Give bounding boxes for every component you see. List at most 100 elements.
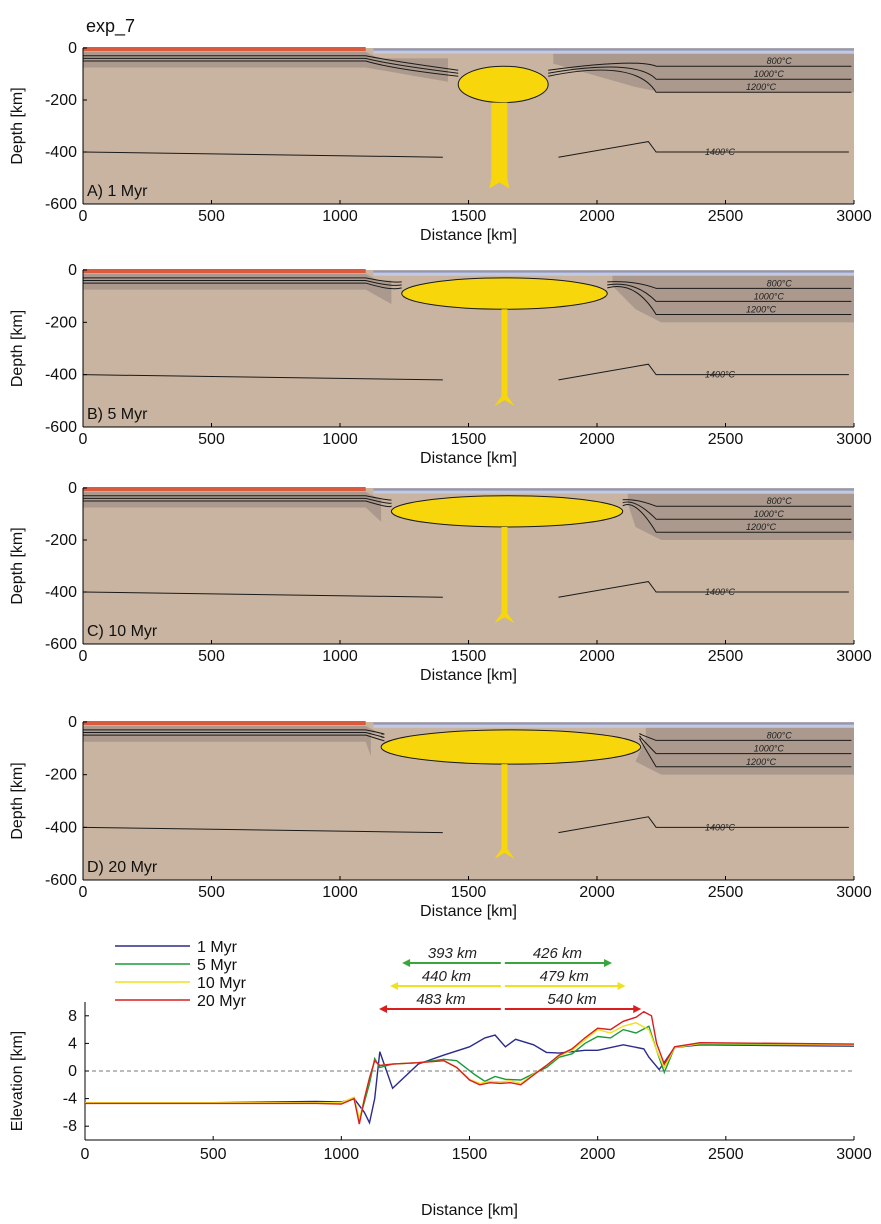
panel-label-1: A) 1 Myr: [87, 183, 148, 200]
isotherm-2: [83, 732, 852, 755]
y-tick-label-1: -200: [45, 92, 77, 109]
isotherm-label-4: 1400°C: [705, 822, 736, 832]
x-tick-label-6: 3000: [836, 208, 872, 225]
isotherm-label-2: 1000°C: [754, 744, 785, 754]
isotherm-3: [83, 734, 852, 768]
oceanic-crust: [373, 488, 854, 491]
series-line-4: [85, 1010, 855, 1125]
elev-x-tick-label-3: 1500: [452, 1146, 488, 1163]
plume-head: [391, 495, 623, 527]
arrow-label-right-2: 479 km: [540, 968, 589, 985]
y-tick-label-2: -400: [45, 819, 77, 836]
x-tick-label-1: 500: [198, 431, 225, 448]
depth-panel-1: 800°C 1000°C 1200°C 1400°C A) 1 Myr 0 500 1000 1…: [9, 40, 872, 244]
isotherm-label-1: 800°C: [767, 730, 793, 740]
depth-panels: 800°C 1000°C 1200°C 1400°C A) 1 Myr 0 500 1000 1…: [9, 40, 872, 920]
x-tick-label-3: 1500: [451, 648, 487, 665]
x-tick-label-5: 2500: [708, 648, 744, 665]
arrow-label-left-2: 440 km: [422, 968, 471, 985]
y-tick-label-0: 0: [68, 714, 77, 731]
isotherm-2: [83, 57, 852, 80]
oceanic-crust: [373, 722, 854, 725]
plume-head-outline: [380, 729, 642, 765]
x-tick-label-2: 1000: [322, 431, 358, 448]
elev-y-tick-label-0: 8: [68, 1008, 77, 1025]
y-axis-label: Depth [km]: [9, 87, 26, 164]
x-tick-label-5: 2500: [708, 208, 744, 225]
elev-x-tick-label-6: 3000: [836, 1146, 872, 1163]
legend-label-3: 10 Myr: [197, 975, 247, 992]
x-tick-label-3: 1500: [451, 884, 487, 901]
y-tick-label-1: -200: [45, 532, 77, 549]
x-tick-label-1: 500: [198, 884, 225, 901]
isotherm-1: [83, 729, 852, 741]
x-tick-label-4: 2000: [579, 648, 615, 665]
legend-label-1: 1 Myr: [197, 939, 238, 956]
legend-label-2: 5 Myr: [197, 957, 238, 974]
x-tick-label-6: 3000: [836, 648, 872, 665]
lithosphere-west: [83, 491, 382, 522]
x-tick-label-3: 1500: [451, 431, 487, 448]
isotherm-label-1: 800°C: [767, 496, 793, 506]
panel-label-2: B) 5 Myr: [87, 406, 148, 423]
x-tick-label-5: 2500: [708, 884, 744, 901]
plume-tail: [494, 527, 515, 624]
x-tick-label-2: 1000: [322, 648, 358, 665]
oceanic-crust-light: [373, 48, 854, 54]
sediment-layer: [83, 487, 366, 491]
y-tick-label-0: 0: [68, 40, 77, 57]
lithosphere-west: [83, 273, 392, 305]
x-tick-label-0: 0: [79, 208, 88, 225]
plume-head-outline: [401, 277, 608, 310]
isotherm-3: [83, 60, 852, 93]
lithosphere-west: [83, 51, 448, 82]
x-tick-label-3: 1500: [451, 208, 487, 225]
elev-y-tick-label-3: -4: [63, 1091, 77, 1108]
y-tick-label-2: -400: [45, 367, 77, 384]
y-tick-label-0: 0: [68, 262, 77, 279]
isotherm-2: [83, 497, 852, 520]
isotherm-label-4: 1400°C: [705, 370, 736, 380]
arrowhead-left-2: [390, 982, 399, 990]
arrowhead-left-3: [379, 1005, 388, 1013]
x-axis-label: Distance [km]: [420, 667, 517, 684]
y-tick-label-2: -400: [45, 584, 77, 601]
isotherm-1: [83, 495, 852, 507]
elev-y-axis-label: Elevation [km]: [9, 1031, 26, 1131]
plume-tail: [494, 309, 515, 407]
isotherm-label-4: 1400°C: [705, 147, 736, 157]
depth-panel-2: 800°C 1000°C 1200°C 1400°C B) 5 Myr 0 500 1000 1…: [9, 262, 872, 467]
elev-x-tick-label-4: 2000: [580, 1146, 616, 1163]
x-axis-label: Distance [km]: [420, 450, 517, 467]
y-tick-label-3: -600: [45, 196, 77, 213]
isotherm-1: [83, 55, 852, 71]
arrow-label-right-3: 540 km: [547, 991, 596, 1008]
plume-tail: [489, 102, 510, 189]
isotherm-4: [82, 141, 849, 158]
arrowhead-right-1: [604, 959, 613, 967]
x-axis-label: Distance [km]: [420, 903, 517, 920]
y-axis-label: Depth [km]: [9, 762, 26, 839]
sediment-layer: [83, 269, 366, 273]
x-tick-label-2: 1000: [322, 884, 358, 901]
y-tick-label-2: -400: [45, 144, 77, 161]
isotherm-label-3: 1200°C: [746, 304, 777, 314]
oceanic-crust: [373, 270, 854, 273]
arrowhead-right-2: [617, 982, 626, 990]
figure-title: exp_7: [86, 16, 135, 37]
isotherm-1: [83, 277, 852, 289]
depth-panel-4: 800°C 1000°C 1200°C 1400°C D) 20 Myr 0 500 1000…: [9, 714, 872, 920]
x-tick-label-1: 500: [198, 648, 225, 665]
oceanic-crust: [373, 48, 854, 51]
isotherm-label-4: 1400°C: [705, 587, 736, 597]
x-tick-label-6: 3000: [836, 431, 872, 448]
plume-head: [401, 277, 608, 310]
arrowhead-right-3: [633, 1005, 642, 1013]
isotherm-label-3: 1200°C: [746, 522, 777, 532]
x-tick-label-5: 2500: [708, 431, 744, 448]
oceanic-crust-light: [373, 270, 854, 276]
elev-y-tick-label-1: 4: [68, 1035, 77, 1052]
isotherm-label-2: 1000°C: [754, 291, 785, 301]
isotherm-label-2: 1000°C: [754, 509, 785, 519]
